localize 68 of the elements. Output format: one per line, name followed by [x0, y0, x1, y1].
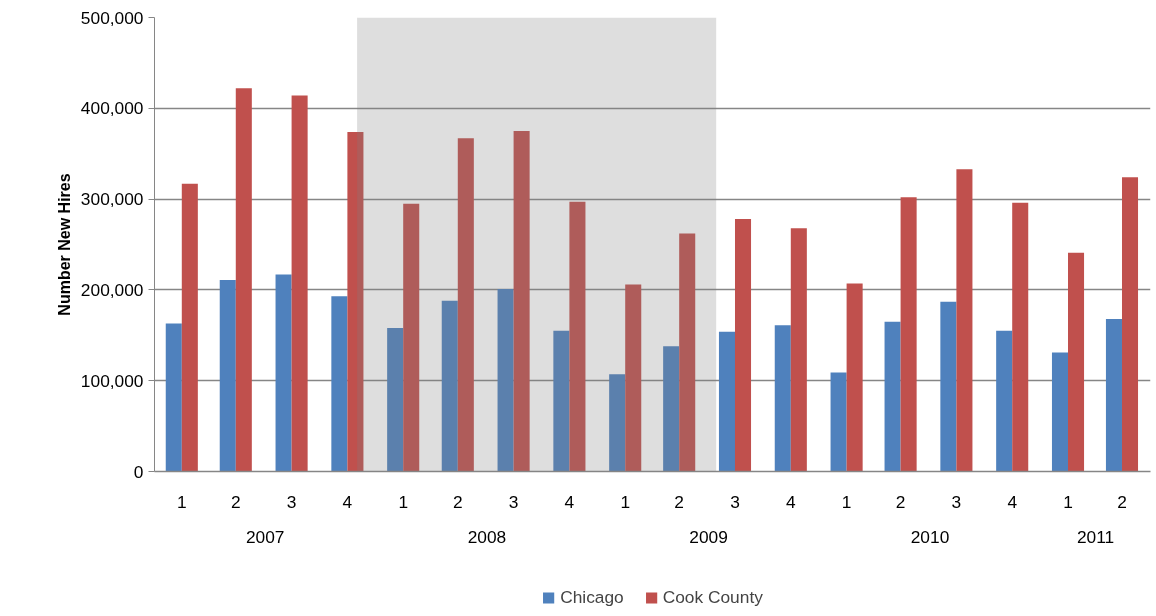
bar	[569, 201, 586, 472]
bar	[996, 330, 1013, 472]
x-tick-label: 1	[176, 491, 187, 512]
bar	[734, 219, 752, 472]
bar	[774, 325, 791, 472]
bar	[387, 328, 404, 472]
x-tick-label: 2	[1117, 491, 1127, 512]
bar	[347, 131, 364, 472]
x-tick-label: 3	[286, 491, 297, 512]
bar	[1068, 252, 1085, 472]
x-tick-label: 4	[342, 491, 353, 512]
x-tick-label: 4	[1007, 491, 1018, 512]
bar	[940, 301, 957, 472]
text: 2008	[467, 526, 507, 547]
bar	[513, 131, 530, 472]
text: 2007	[245, 526, 285, 547]
x-tick-label: 3	[508, 491, 519, 512]
y-tick-label: 0	[133, 461, 144, 482]
bar	[497, 288, 514, 472]
bar	[235, 88, 252, 472]
y-tick-label: 200,000	[80, 279, 144, 300]
bar	[625, 284, 642, 472]
bar	[663, 346, 680, 472]
x-tick-label: 1	[841, 491, 852, 512]
x-tick-label: 2	[452, 491, 463, 512]
x-tick-label: 3	[730, 491, 740, 512]
bar	[900, 197, 917, 472]
bar	[441, 300, 458, 472]
bar	[956, 169, 973, 472]
y-tick-label: 300,000	[80, 189, 144, 210]
bar	[1012, 202, 1029, 472]
x-tick-label: 3	[951, 491, 962, 512]
text: 2010	[910, 526, 950, 547]
text: 2011	[1076, 526, 1115, 547]
bar	[1121, 177, 1139, 472]
bar	[790, 228, 807, 472]
y-tick-label: 500,000	[80, 7, 144, 28]
text: 2009	[689, 526, 728, 547]
x-tick-label: 4	[785, 491, 796, 512]
x-tick-label: 2	[230, 491, 241, 512]
bar	[1105, 318, 1122, 472]
bar	[718, 331, 735, 472]
x-tick-label: 1	[398, 491, 409, 512]
bar	[219, 279, 236, 472]
bar	[679, 233, 696, 472]
y-axis-title: Number New Hires	[55, 173, 73, 316]
x-tick-label: 1	[620, 491, 631, 512]
bar	[609, 374, 626, 472]
bar	[830, 372, 847, 472]
y-tick-label: 100,000	[80, 370, 144, 391]
legend-label: Chicago	[560, 586, 624, 608]
bar	[1051, 352, 1069, 472]
bar	[553, 330, 570, 472]
bar	[846, 283, 863, 472]
x-tick-label: 2	[895, 491, 906, 512]
legend-label: Cook County	[662, 586, 763, 608]
bar	[165, 323, 182, 472]
bar	[181, 183, 198, 472]
y-tick-label: 400,000	[80, 98, 144, 119]
bar	[403, 203, 420, 472]
bar	[457, 138, 474, 472]
x-tick-label: 2	[674, 491, 685, 512]
x-tick-label: 1	[1063, 491, 1073, 512]
x-tick-label: 4	[564, 491, 575, 512]
bar	[291, 95, 308, 472]
bar	[275, 274, 292, 472]
bar	[884, 321, 901, 472]
bar	[331, 296, 348, 472]
